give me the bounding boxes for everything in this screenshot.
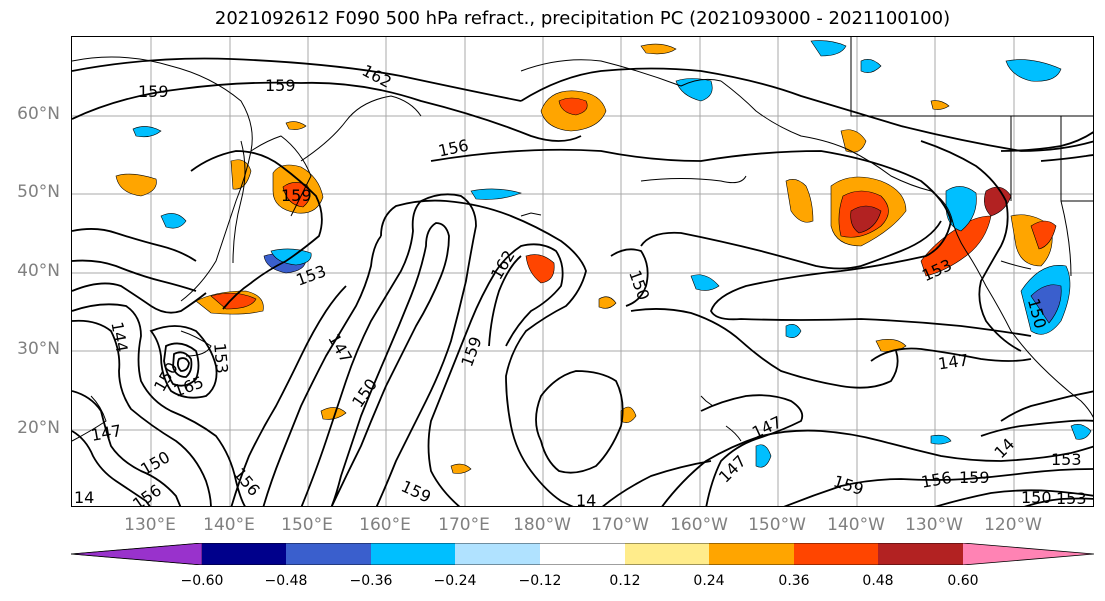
lon-label-150w: 150°W <box>748 515 806 535</box>
colorbar-segment <box>286 543 371 565</box>
lon-label-160w: 160°W <box>670 515 728 535</box>
lon-label-120w: 120°W <box>984 515 1042 535</box>
contour-label: 153 <box>1056 489 1087 507</box>
contour-label: 156 <box>129 481 165 507</box>
lon-label-150e: 150°E <box>281 515 333 535</box>
colorbar-segment <box>540 543 625 565</box>
contour-label: 159 <box>281 186 312 205</box>
lat-label-40n: 40°N <box>17 261 60 281</box>
colorbar-tick: −0.48 <box>264 573 308 589</box>
lon-label-170w: 170°W <box>591 515 649 535</box>
contour-label: 153 <box>1051 450 1082 469</box>
colorbar-tick: 0.12 <box>609 573 641 589</box>
contour-label: 153 <box>210 342 232 374</box>
contour-label: 159 <box>265 76 296 95</box>
coastlines <box>72 37 1093 442</box>
contour-label: 159 <box>398 477 434 507</box>
contour-label: 159 <box>831 472 866 500</box>
contour-label: 159 <box>959 468 990 487</box>
contour-label: 144 <box>107 320 131 353</box>
lat-label-20n: 20°N <box>17 418 60 438</box>
colorbar-tick: −0.24 <box>433 573 477 589</box>
contour-label: 156 <box>920 468 953 492</box>
colorbar-segment <box>71 543 203 565</box>
colorbar-tick: −0.36 <box>349 573 393 589</box>
contour-label: 159 <box>457 334 485 369</box>
lon-label-140w: 140°W <box>827 515 885 535</box>
colorbar-tick: −0.12 <box>518 573 562 589</box>
colorbar-segment <box>963 543 1094 565</box>
contour-label: 150 <box>137 447 173 479</box>
precip-shading <box>115 40 1092 474</box>
contour-label: 159 <box>138 82 169 101</box>
colorbar-segment <box>455 543 540 565</box>
lon-label-130e: 130°E <box>124 515 176 535</box>
colorbar-segment <box>202 543 286 565</box>
lat-label-60n: 60°N <box>17 104 60 124</box>
lon-label-140e: 140°E <box>203 515 255 535</box>
map-title: 2021092612 F090 500 hPa refract., precip… <box>214 8 951 29</box>
colorbar-tick: 0.48 <box>862 573 894 589</box>
contour-label: 14 <box>576 491 596 507</box>
refractivity-contours <box>72 57 1093 506</box>
colorbar-segment <box>371 543 455 565</box>
colorbar-tick: 0.60 <box>947 573 979 589</box>
contour-label: 147 <box>937 350 970 373</box>
colorbar-segment <box>878 543 963 565</box>
lon-label-130w: 130°W <box>905 515 963 535</box>
contour-label: 14 <box>74 488 94 507</box>
lat-label-30n: 30°N <box>17 339 60 359</box>
contour-label: 147 <box>324 330 356 366</box>
lon-label-180w: 180°W <box>513 515 571 535</box>
contour-label: 147 <box>749 412 785 442</box>
contour-label: 150 <box>1021 488 1052 507</box>
colorbar-segment <box>625 543 709 565</box>
map-canvas: 159 159 162 156 159 153 162 150 147 150 … <box>72 37 1093 507</box>
lon-label-170e: 170°E <box>438 515 490 535</box>
colorbar-tick: 0.24 <box>693 573 725 589</box>
lon-label-160e: 160°E <box>359 515 411 535</box>
colorbar-tick: −0.60 <box>180 573 224 589</box>
lat-label-50n: 50°N <box>17 182 60 202</box>
colorbar-tick: 0.36 <box>778 573 810 589</box>
contour-label: 147 <box>90 421 123 445</box>
colorbar <box>71 543 1094 565</box>
colorbar-segment <box>794 543 878 565</box>
colorbar-segment <box>709 543 794 565</box>
contour-label: 147 <box>715 451 750 486</box>
map-panel: 159 159 162 156 159 153 162 150 147 150 … <box>71 36 1094 507</box>
